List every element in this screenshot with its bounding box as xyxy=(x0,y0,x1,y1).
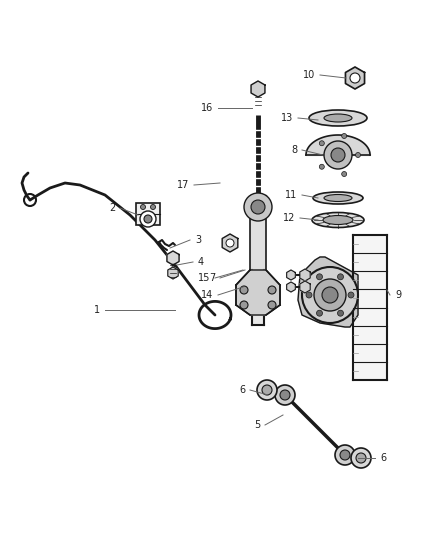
Circle shape xyxy=(322,287,338,303)
Circle shape xyxy=(342,133,347,139)
Circle shape xyxy=(319,164,324,169)
Circle shape xyxy=(348,292,354,298)
Text: 17: 17 xyxy=(177,180,189,190)
Circle shape xyxy=(240,286,248,294)
Ellipse shape xyxy=(323,215,353,224)
Text: 3: 3 xyxy=(195,235,201,245)
Text: 5: 5 xyxy=(254,420,260,430)
Circle shape xyxy=(268,301,276,309)
Circle shape xyxy=(350,73,360,83)
Circle shape xyxy=(356,453,366,463)
Ellipse shape xyxy=(324,195,352,201)
Circle shape xyxy=(338,310,343,316)
Circle shape xyxy=(257,380,277,400)
Circle shape xyxy=(302,267,358,323)
Text: 2: 2 xyxy=(109,203,115,213)
Text: 7: 7 xyxy=(209,273,215,283)
Polygon shape xyxy=(236,270,280,315)
Polygon shape xyxy=(286,282,295,292)
Circle shape xyxy=(324,141,352,169)
Polygon shape xyxy=(167,251,179,265)
Circle shape xyxy=(268,286,276,294)
Bar xyxy=(250,195,266,203)
Text: 6: 6 xyxy=(380,453,386,463)
Circle shape xyxy=(251,200,265,214)
Circle shape xyxy=(317,274,322,280)
Text: 10: 10 xyxy=(303,70,315,80)
Bar xyxy=(250,207,266,270)
Bar xyxy=(252,270,264,325)
Text: 15: 15 xyxy=(198,273,210,283)
Text: 13: 13 xyxy=(281,113,293,123)
Circle shape xyxy=(306,292,312,298)
Polygon shape xyxy=(300,269,310,281)
Text: 6: 6 xyxy=(239,385,245,395)
Ellipse shape xyxy=(312,213,364,228)
Text: 8: 8 xyxy=(291,145,297,155)
Circle shape xyxy=(151,205,155,209)
Text: 1: 1 xyxy=(94,305,100,315)
Circle shape xyxy=(244,193,272,221)
Ellipse shape xyxy=(309,110,367,126)
Circle shape xyxy=(141,205,145,209)
Text: 11: 11 xyxy=(285,190,297,200)
Ellipse shape xyxy=(313,192,363,204)
Circle shape xyxy=(331,148,345,162)
Text: 9: 9 xyxy=(395,290,401,300)
Circle shape xyxy=(356,152,360,157)
Circle shape xyxy=(314,279,346,311)
Polygon shape xyxy=(300,281,310,293)
Circle shape xyxy=(342,172,347,176)
Circle shape xyxy=(335,445,355,465)
Bar xyxy=(353,235,387,380)
Polygon shape xyxy=(298,257,358,327)
Circle shape xyxy=(140,211,156,227)
Ellipse shape xyxy=(324,114,352,122)
Circle shape xyxy=(319,141,324,146)
Polygon shape xyxy=(222,234,238,252)
Circle shape xyxy=(280,390,290,400)
Text: 4: 4 xyxy=(198,257,204,267)
Circle shape xyxy=(338,274,343,280)
Text: 14: 14 xyxy=(201,290,213,300)
Circle shape xyxy=(144,215,152,223)
Polygon shape xyxy=(168,267,178,279)
Circle shape xyxy=(351,448,371,468)
Polygon shape xyxy=(346,67,364,89)
Circle shape xyxy=(340,450,350,460)
Text: 12: 12 xyxy=(283,213,295,223)
Circle shape xyxy=(226,239,234,247)
Circle shape xyxy=(262,385,272,395)
Text: 16: 16 xyxy=(201,103,213,113)
Circle shape xyxy=(275,385,295,405)
Circle shape xyxy=(240,301,248,309)
Circle shape xyxy=(317,310,322,316)
Bar xyxy=(136,203,160,225)
Polygon shape xyxy=(251,81,265,97)
Polygon shape xyxy=(286,270,295,280)
